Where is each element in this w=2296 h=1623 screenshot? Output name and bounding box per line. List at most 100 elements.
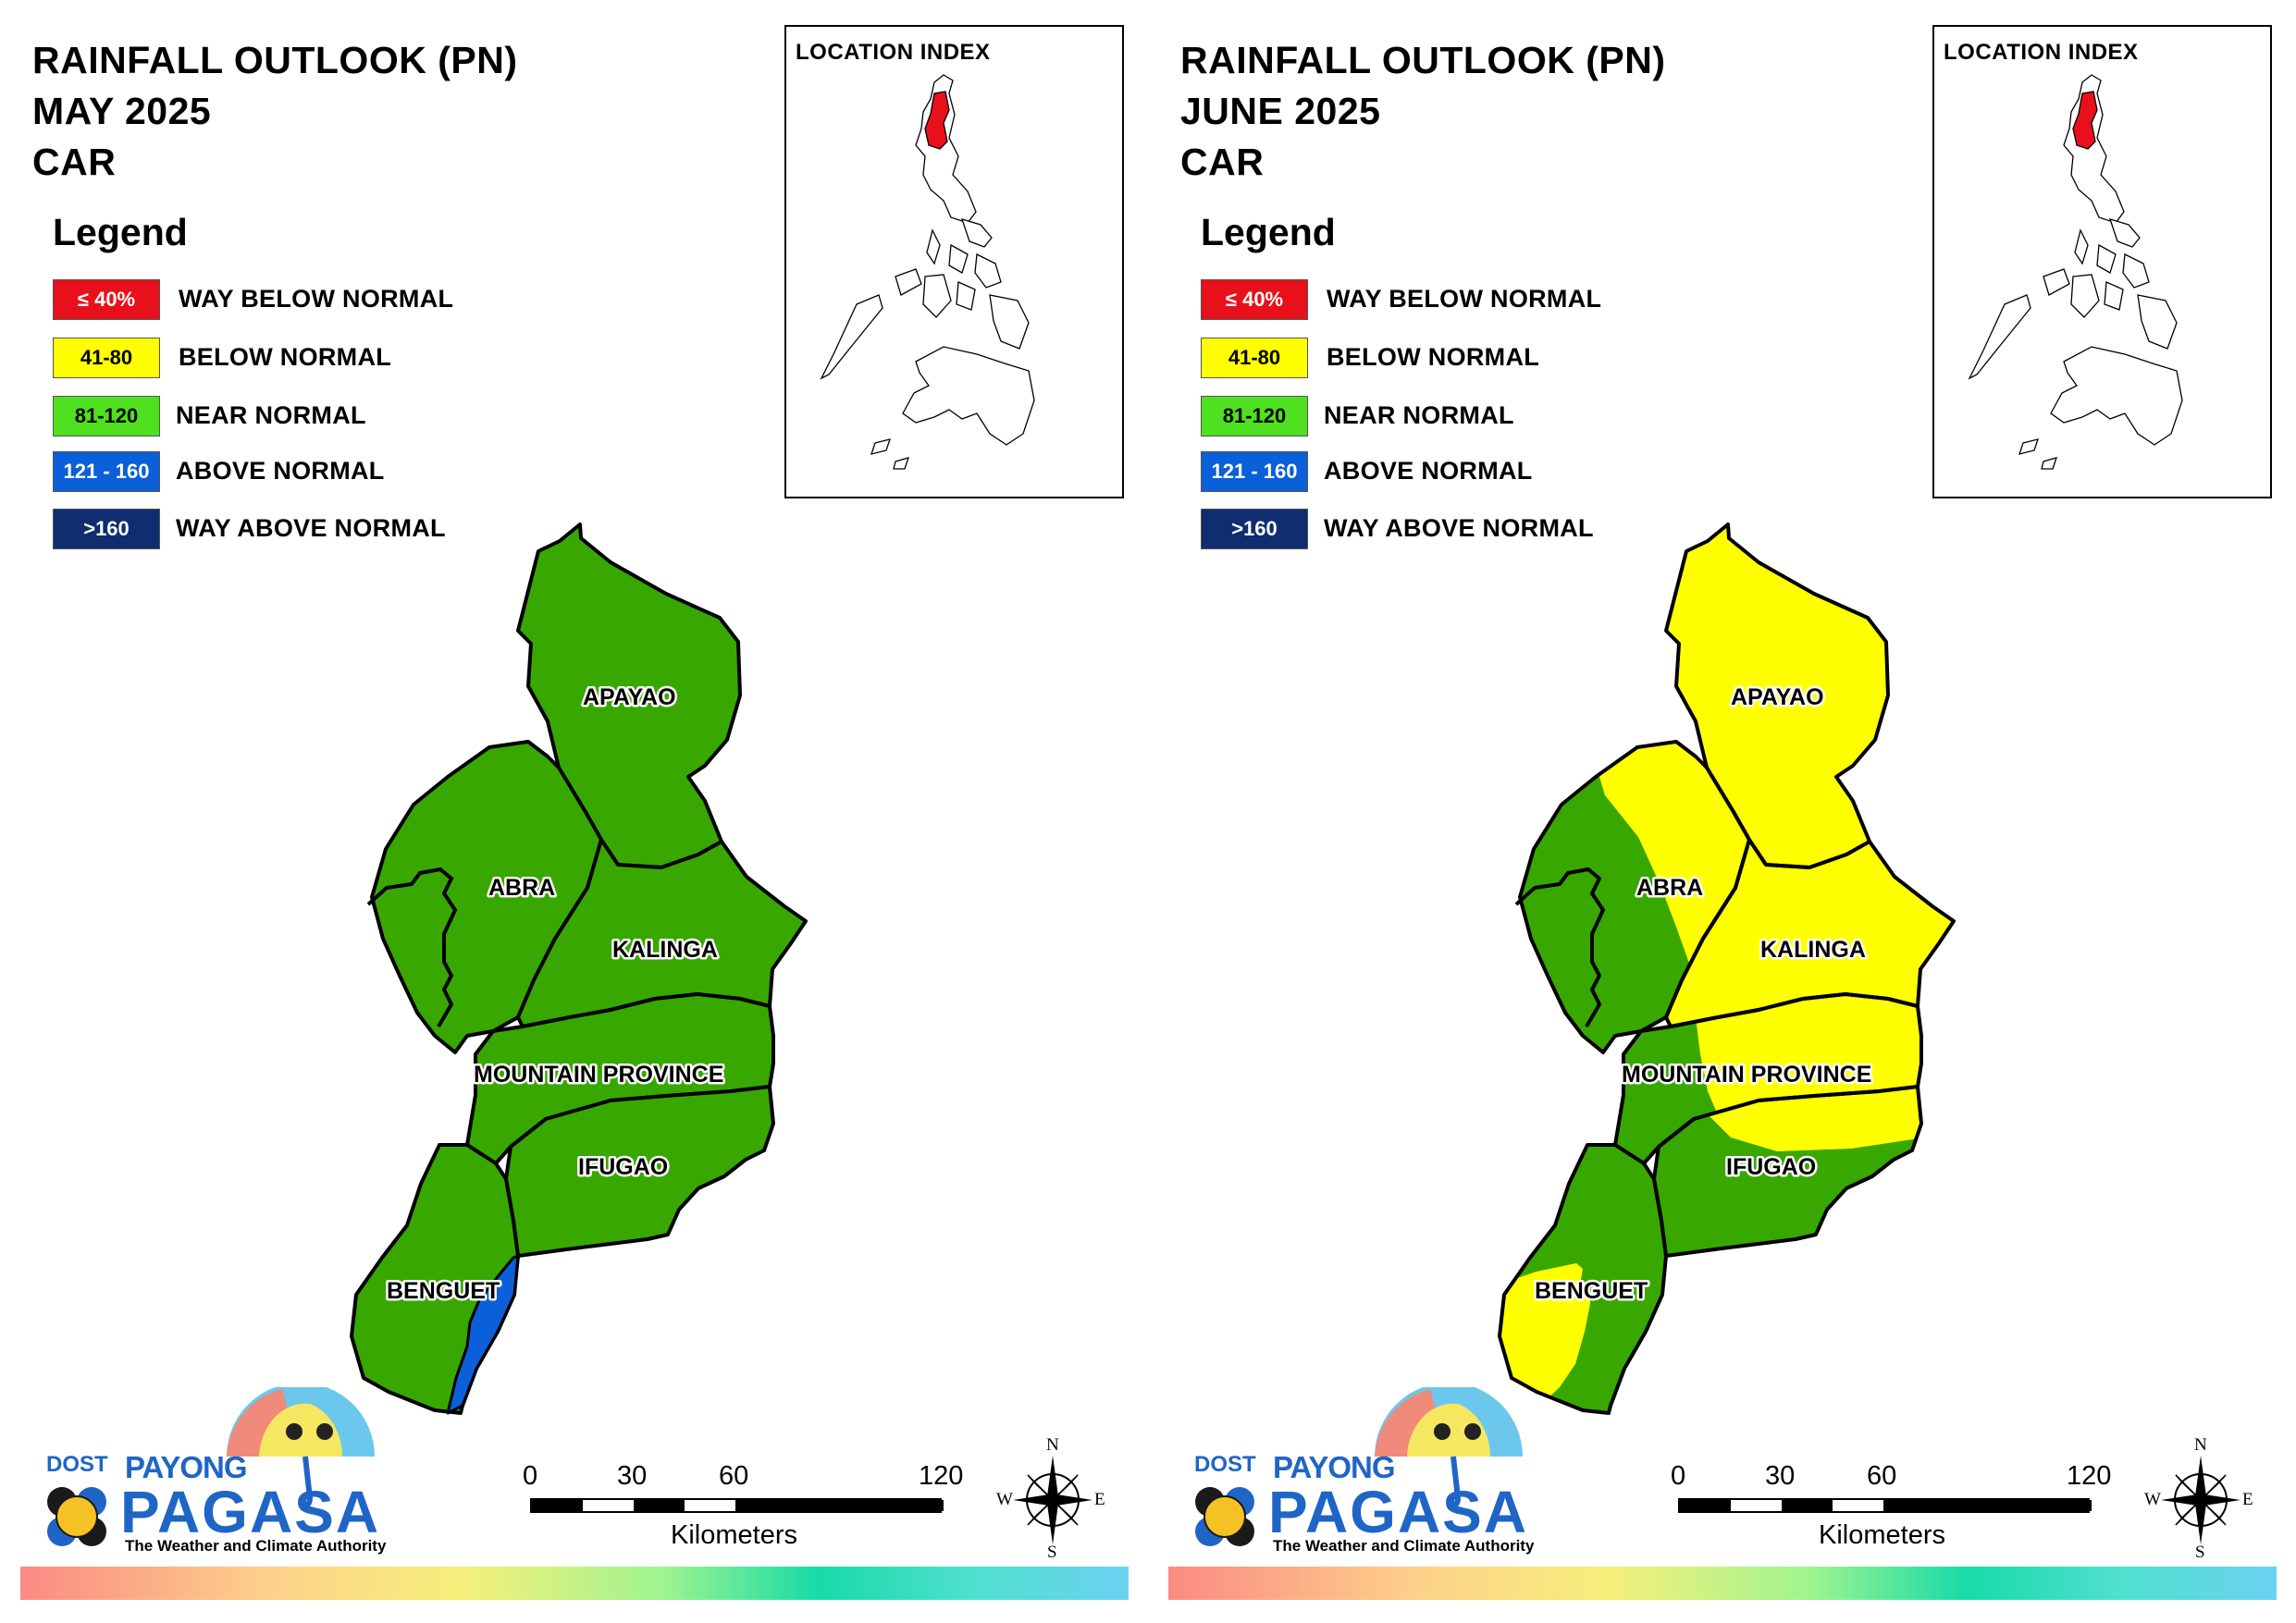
legend-label: WAY ABOVE NORMAL bbox=[1324, 514, 1594, 542]
compass-s: S bbox=[2195, 1543, 2205, 1562]
north-arrow-compass: N E S W bbox=[2144, 1435, 2253, 1563]
province-apayao bbox=[516, 523, 742, 869]
label-ifugao: IFUGAO bbox=[578, 1154, 668, 1180]
logo-dost-text: DOST bbox=[46, 1452, 108, 1477]
abra-river-line bbox=[366, 867, 458, 1028]
legend-swatch: 81-120 bbox=[53, 396, 160, 436]
label-mountain-province: MOUNTAIN PROVINCE bbox=[1622, 1062, 1871, 1088]
label-abra: ABRA bbox=[488, 875, 555, 901]
scale-bar-graphic bbox=[530, 1498, 944, 1513]
logo-graphic bbox=[1195, 1387, 1523, 1546]
above-normal-zone bbox=[446, 1254, 520, 1415]
legend-label: NEAR NORMAL bbox=[176, 401, 366, 429]
scale-unit-label: Kilometers bbox=[671, 1520, 797, 1550]
title-line-month: JUNE 2025 bbox=[1180, 90, 1381, 132]
compass-n: N bbox=[1046, 1435, 1059, 1455]
legend-label: ABOVE NORMAL bbox=[1324, 457, 1533, 485]
legend-label: WAY BELOW NORMAL bbox=[179, 285, 454, 313]
compass-n: N bbox=[2194, 1435, 2207, 1455]
legend-label: WAY ABOVE NORMAL bbox=[176, 514, 446, 542]
scale-tick: 30 bbox=[617, 1461, 648, 1491]
label-kalinga: KALINGA bbox=[1760, 937, 1866, 963]
label-apayao: APAYAO bbox=[1731, 684, 1824, 710]
car-province-map: APAYAO ABRA KALINGA MOUNTAIN PROVINCE IF… bbox=[350, 523, 808, 1415]
compass-rose-icon bbox=[1013, 1456, 1092, 1544]
logo-payong-text: PAYONG bbox=[125, 1450, 248, 1484]
scale-tick: 120 bbox=[2067, 1461, 2112, 1491]
compass-w: W bbox=[2144, 1490, 2161, 1509]
logo-tagline: The Weather and Climate Authority bbox=[1273, 1537, 1535, 1555]
june-outlook-panel: RAINFALL OUTLOOK (PN) JUNE 2025 CAR Lege… bbox=[1148, 0, 2296, 1623]
car-region-highlight bbox=[924, 91, 950, 150]
legend-swatch: >160 bbox=[1201, 509, 1308, 549]
scale-tick: 60 bbox=[1867, 1461, 1897, 1491]
title-line-1: RAINFALL OUTLOOK (PN) bbox=[32, 39, 518, 81]
payong-pagasa-logo: DOST PAYONG PAGASA The Weather and Clima… bbox=[1180, 1387, 1541, 1563]
location-index-inset: LOCATION INDEX bbox=[1932, 25, 2272, 498]
compass-e: E bbox=[2242, 1490, 2253, 1509]
compass-s: S bbox=[1047, 1543, 1057, 1562]
legend-label: BELOW NORMAL bbox=[179, 343, 392, 371]
scale-tick: 30 bbox=[1765, 1461, 1796, 1491]
title-line-1: RAINFALL OUTLOOK (PN) bbox=[1180, 39, 1666, 81]
inset-title: LOCATION INDEX bbox=[796, 40, 991, 65]
legend-label: BELOW NORMAL bbox=[1327, 343, 1540, 371]
compass-w: W bbox=[996, 1490, 1013, 1509]
philippines-locator-map bbox=[1968, 74, 2183, 470]
legend-label: NEAR NORMAL bbox=[1324, 401, 1514, 429]
title-line-region: CAR bbox=[32, 141, 117, 183]
label-ifugao: IFUGAO bbox=[1726, 1154, 1816, 1180]
legend-swatch: ≤ 40% bbox=[53, 279, 160, 320]
car-region-highlight bbox=[2072, 91, 2098, 150]
map-title: RAINFALL OUTLOOK (PN) MAY 2025 CAR bbox=[32, 35, 517, 188]
scale-unit-label: Kilometers bbox=[1819, 1520, 1945, 1550]
logo-graphic bbox=[47, 1387, 375, 1546]
scale-tick: 0 bbox=[523, 1461, 538, 1491]
scale-tick: 120 bbox=[919, 1461, 964, 1491]
may-outlook-panel: RAINFALL OUTLOOK (PN) MAY 2025 CAR Legen… bbox=[20, 25, 1129, 1600]
north-arrow-compass: N E S W bbox=[996, 1435, 1105, 1563]
scale-bar: 0 30 60 120 Kilometers bbox=[1671, 1461, 2111, 1563]
legend-swatch: >160 bbox=[53, 509, 160, 549]
province-ifugao bbox=[504, 1085, 775, 1258]
title-line-month: MAY 2025 bbox=[32, 90, 212, 132]
footer-gradient-bar bbox=[1168, 1567, 2277, 1600]
legend-swatch: 121 - 160 bbox=[1201, 451, 1308, 492]
location-index-inset: LOCATION INDEX bbox=[784, 25, 1124, 498]
scale-bar: 0 30 60 120 Kilometers bbox=[523, 1461, 963, 1563]
abra-river-line bbox=[1514, 867, 1605, 1028]
logo-pagasa-text: PAGASA bbox=[120, 1479, 381, 1545]
province-apayao bbox=[1666, 524, 1888, 867]
legend-heading: Legend bbox=[53, 211, 188, 253]
legend-label: WAY BELOW NORMAL bbox=[1327, 285, 1602, 313]
label-mountain-province: MOUNTAIN PROVINCE bbox=[474, 1062, 723, 1088]
legend-label: ABOVE NORMAL bbox=[176, 457, 385, 485]
payong-pagasa-logo: DOST PAYONG PAGASA The Weather and Clima… bbox=[32, 1387, 393, 1563]
label-abra: ABRA bbox=[1636, 875, 1703, 901]
province-kalinga bbox=[1666, 840, 1954, 1027]
scale-tick: 0 bbox=[1671, 1461, 1686, 1491]
legend-swatch: 121 - 160 bbox=[53, 451, 160, 492]
logo-payong-text: PAYONG bbox=[1273, 1450, 1396, 1484]
label-benguet: BENGUET bbox=[387, 1278, 500, 1304]
legend-swatch: ≤ 40% bbox=[1201, 279, 1308, 320]
province-abra bbox=[370, 740, 603, 1054]
legend-swatch: 41-80 bbox=[1201, 338, 1308, 378]
car-province-map: APAYAO ABRA KALINGA MOUNTAIN PROVINCE IF… bbox=[1498, 523, 1956, 1415]
legend-swatch: 41-80 bbox=[53, 338, 160, 378]
compass-e: E bbox=[1094, 1490, 1105, 1509]
legend-heading: Legend bbox=[1201, 211, 1336, 253]
compass-rose-icon bbox=[2161, 1456, 2240, 1544]
scale-bar-graphic bbox=[1678, 1498, 2092, 1513]
logo-dost-text: DOST bbox=[1194, 1452, 1256, 1477]
philippines-locator-map bbox=[820, 74, 1035, 470]
map-title: RAINFALL OUTLOOK (PN) JUNE 2025 CAR bbox=[1180, 35, 1665, 188]
legend-swatch: 81-120 bbox=[1201, 396, 1308, 436]
inset-title: LOCATION INDEX bbox=[1944, 40, 2139, 65]
label-benguet: BENGUET bbox=[1535, 1278, 1648, 1304]
footer-gradient-bar bbox=[20, 1567, 1129, 1600]
label-apayao: APAYAO bbox=[583, 684, 676, 710]
logo-pagasa-text: PAGASA bbox=[1268, 1479, 1529, 1545]
scale-tick: 60 bbox=[719, 1461, 749, 1491]
title-line-region: CAR bbox=[1180, 141, 1265, 183]
